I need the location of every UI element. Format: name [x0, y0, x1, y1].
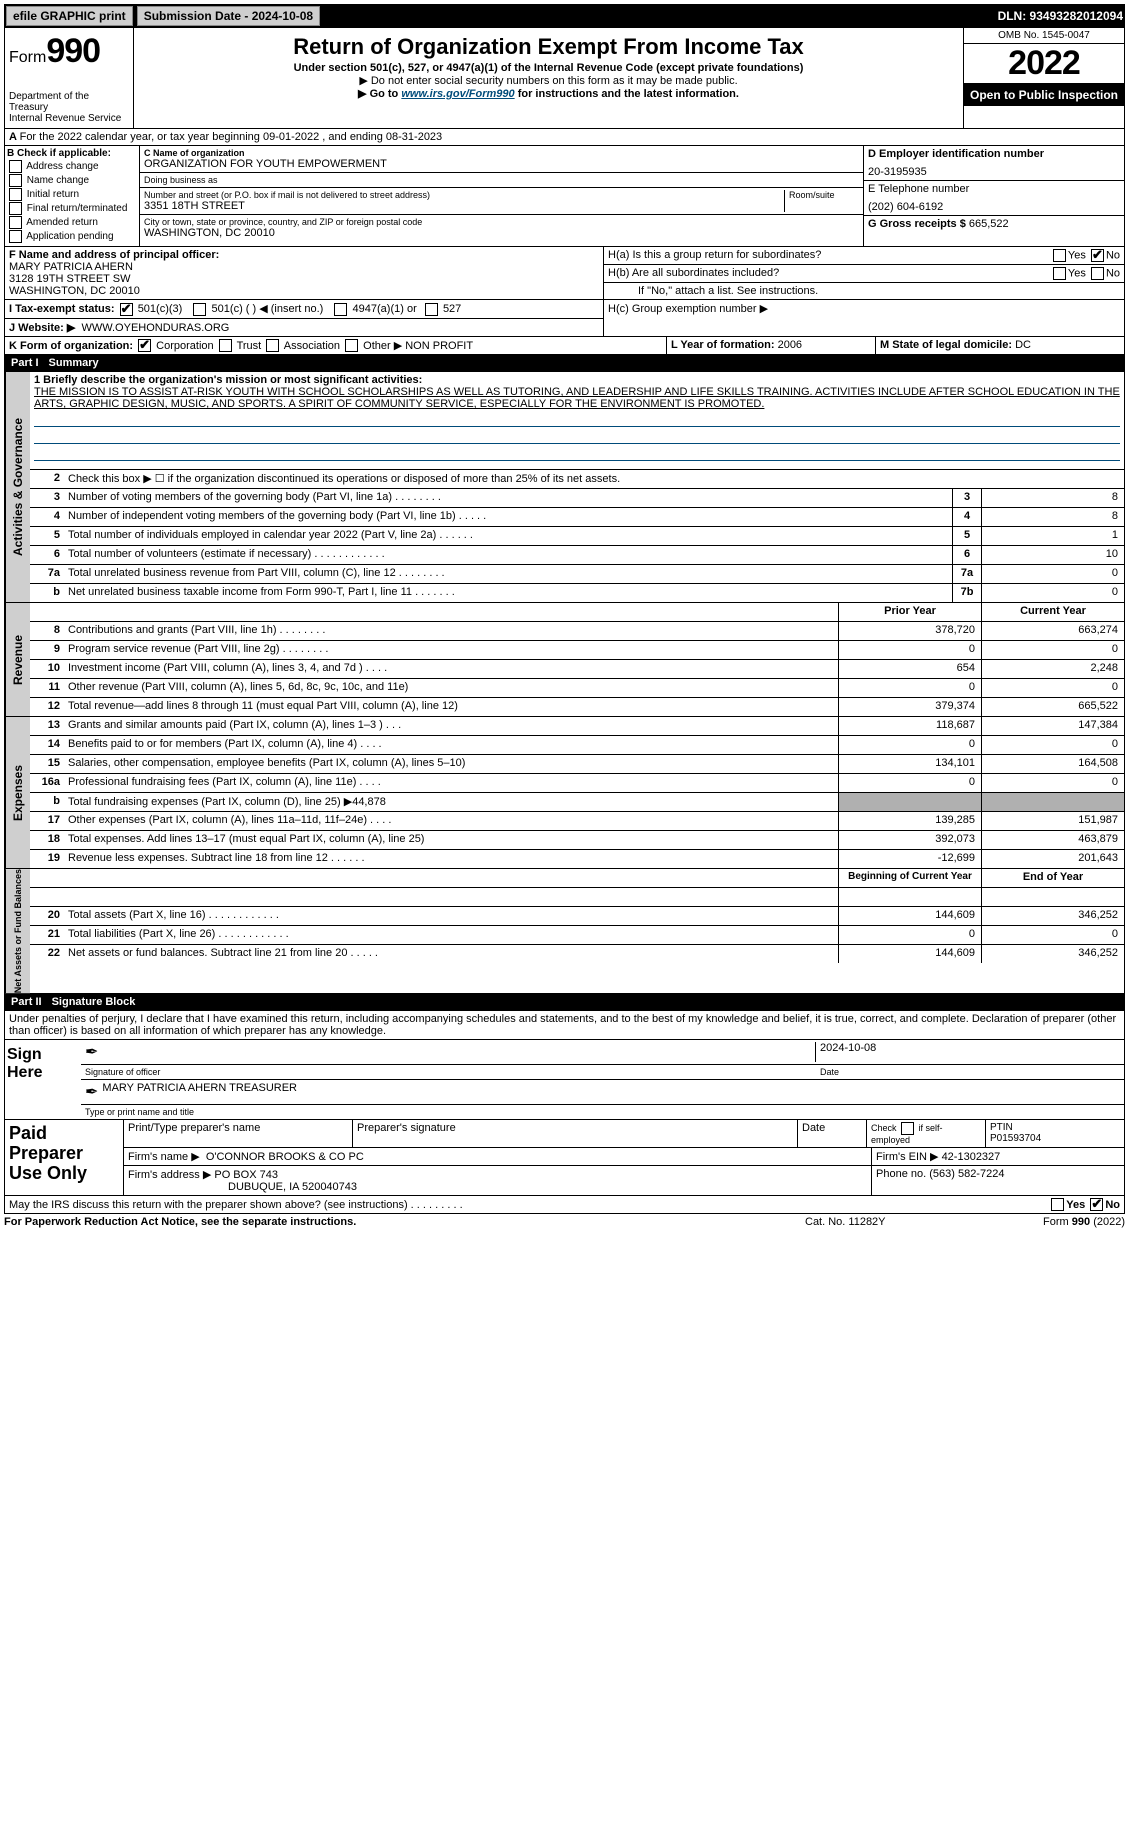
subtitle-1: Under section 501(c), 527, or 4947(a)(1)…	[138, 62, 959, 74]
website-line: J Website: ▶ WWW.OYEHONDURAS.ORG	[5, 319, 603, 336]
k-l-m-line: K Form of organization: Corporation Trus…	[4, 337, 1125, 356]
firm-address: Firm's address ▶ PO BOX 743 DUBUQUE, IA …	[124, 1166, 872, 1195]
line-a: A For the 2022 calendar year, or tax yea…	[4, 129, 1125, 146]
city-label: City or town, state or province, country…	[144, 217, 859, 227]
ha-answer: Yes No	[1010, 249, 1120, 262]
subtitle-3: ▶ Go to www.irs.gov/Form990 for instruct…	[138, 87, 959, 100]
form-header: Form990 Department of the Treasury Inter…	[4, 28, 1125, 129]
prep-ptin: PTINP01593704	[986, 1120, 1124, 1147]
cb-address-change[interactable]: Address change	[7, 160, 137, 173]
sign-date: 2024-10-08	[816, 1042, 1120, 1062]
form-990-label: Form990	[9, 32, 129, 71]
cb-application[interactable]: Application pending	[7, 230, 137, 243]
part-ii-header: Part II Signature Block	[4, 994, 1125, 1011]
firm-phone: Phone no. (563) 582-7224	[872, 1166, 1124, 1195]
cb-trust[interactable]	[219, 339, 232, 352]
cb-assoc[interactable]	[266, 339, 279, 352]
prep-h2: Preparer's signature	[353, 1120, 798, 1147]
omb-number: OMB No. 1545-0047	[964, 28, 1124, 44]
irs-link[interactable]: www.irs.gov/Form990	[401, 88, 514, 100]
prep-h4: Check if self-employed	[867, 1120, 986, 1147]
subtitle-2: ▶ Do not enter social security numbers o…	[138, 74, 959, 87]
penalty-text: Under penalties of perjury, I declare th…	[4, 1011, 1125, 1040]
ha-label: H(a) Is this a group return for subordin…	[608, 249, 1010, 262]
hb-answer: Yes No	[1010, 267, 1120, 280]
efile-print-button[interactable]: efile GRAPHIC print	[6, 6, 133, 26]
cb-4947[interactable]	[334, 303, 347, 316]
officer-name-title: MARY PATRICIA AHERN TREASURER	[102, 1082, 1120, 1102]
vtab-governance: Activities & Governance	[5, 372, 30, 602]
firm-ein: Firm's EIN ▶ 42-1302327	[872, 1148, 1124, 1165]
mission-text: THE MISSION IS TO ASSIST AT-RISK YOUTH W…	[34, 386, 1120, 410]
officer-cell: F Name and address of principal officer:…	[5, 247, 603, 300]
topbar: efile GRAPHIC print Submission Date - 20…	[4, 4, 1125, 28]
col-b-checkboxes: B Check if applicable: Address change Na…	[5, 146, 140, 246]
identity-block: B Check if applicable: Address change Na…	[4, 146, 1125, 247]
street-label: Number and street (or P.O. box if mail i…	[144, 190, 780, 200]
type-name-label: Type or print name and title	[85, 1107, 194, 1117]
tax-exempt-status: I Tax-exempt status: 501(c)(3) 501(c) ( …	[5, 300, 603, 319]
form-title: Return of Organization Exempt From Incom…	[138, 34, 959, 60]
cb-final-return[interactable]: Final return/terminated	[7, 202, 137, 215]
org-name-label: C Name of organization	[144, 148, 859, 158]
hc-label: H(c) Group exemption number ▶	[608, 302, 1120, 315]
vtab-net-assets: Net Assets or Fund Balances	[5, 869, 30, 993]
prep-h1: Print/Type preparer's name	[124, 1120, 353, 1147]
paid-preparer-label: Paid Preparer Use Only	[5, 1120, 124, 1195]
part-i-header: Part I Summary	[4, 355, 1125, 372]
vtab-expenses: Expenses	[5, 717, 30, 868]
gross-receipts-value: 665,522	[969, 218, 1009, 230]
firm-name: Firm's name ▶ O'CONNOR BROOKS & CO PC	[124, 1148, 872, 1165]
cb-corp[interactable]	[138, 339, 151, 352]
mission-block: 1 Briefly describe the organization's mi…	[30, 372, 1124, 470]
org-name: ORGANIZATION FOR YOUTH EMPOWERMENT	[144, 158, 859, 170]
net-assets-section: Net Assets or Fund Balances Beginning of…	[4, 869, 1125, 994]
open-inspection: Open to Public Inspection	[964, 84, 1124, 106]
cb-initial-return[interactable]: Initial return	[7, 188, 137, 201]
phone-value-e: (202) 604-6192	[868, 201, 1120, 213]
officer-group-block: F Name and address of principal officer:…	[4, 247, 1125, 337]
cb-501c[interactable]	[193, 303, 206, 316]
sig-officer-label: Signature of officer	[85, 1067, 820, 1077]
sig-date-label: Date	[820, 1067, 1120, 1077]
expenses-section: Expenses 13Grants and similar amounts pa…	[4, 717, 1125, 869]
prep-h3: Date	[798, 1120, 867, 1147]
vtab-revenue: Revenue	[5, 603, 30, 716]
cb-other[interactable]	[345, 339, 358, 352]
irs-label: Internal Revenue Service	[9, 113, 129, 124]
footer: For Paperwork Reduction Act Notice, see …	[4, 1214, 1125, 1230]
pen-icon: ✒	[85, 1042, 98, 1062]
cb-527[interactable]	[425, 303, 438, 316]
hb-note: If "No," attach a list. See instructions…	[608, 285, 1120, 297]
city-value: WASHINGTON, DC 20010	[144, 227, 859, 239]
dba-label: Doing business as	[144, 175, 859, 185]
dln-text: DLN: 93493282012094	[998, 9, 1123, 23]
cb-name-change[interactable]: Name change	[7, 174, 137, 187]
paid-preparer-block: Paid Preparer Use Only Print/Type prepar…	[4, 1120, 1125, 1196]
submission-date-button[interactable]: Submission Date - 2024-10-08	[137, 6, 320, 26]
phone-label-e: E Telephone number	[868, 183, 1120, 195]
ein-value: 20-3195935	[868, 166, 1120, 178]
sign-here-label: Sign Here	[5, 1040, 81, 1119]
gross-receipts-label: G Gross receipts $	[868, 218, 966, 230]
website-value: WWW.OYEHONDURAS.ORG	[81, 322, 229, 334]
ein-label: D Employer identification number	[868, 148, 1120, 160]
pen-icon-2: ✒	[85, 1082, 98, 1102]
cb-501c3[interactable]	[120, 303, 133, 316]
signature-block: Sign Here ✒ 2024-10-08 Signature of offi…	[4, 1040, 1125, 1120]
activities-governance-section: Activities & Governance 1 Briefly descri…	[4, 372, 1125, 603]
revenue-section: Revenue Prior YearCurrent Year 8Contribu…	[4, 603, 1125, 717]
dept-label: Department of the Treasury	[9, 91, 129, 113]
discuss-line: May the IRS discuss this return with the…	[4, 1196, 1125, 1214]
street-value: 3351 18TH STREET	[144, 200, 780, 212]
hb-label: H(b) Are all subordinates included?	[608, 267, 1010, 280]
cb-amended[interactable]: Amended return	[7, 216, 137, 229]
tax-year: 2022	[964, 44, 1124, 84]
room-label: Room/suite	[789, 190, 859, 200]
